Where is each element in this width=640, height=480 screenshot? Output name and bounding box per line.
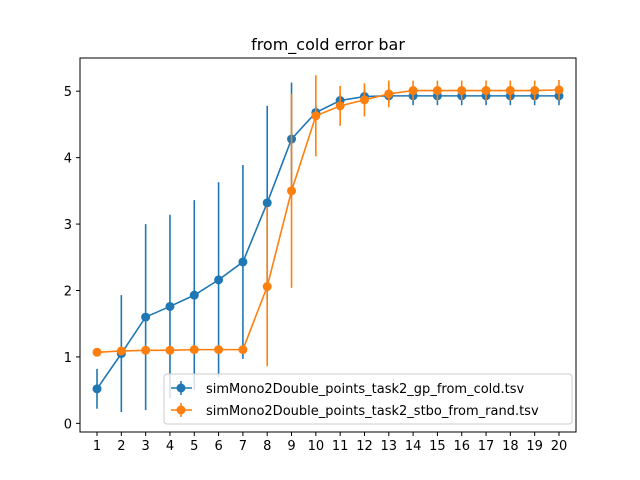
x-tick-label: 2: [117, 439, 125, 454]
x-tick-label: 10: [308, 439, 325, 454]
data-point: [189, 290, 199, 300]
y-tick-label: 2: [64, 285, 72, 300]
x-tick-label: 5: [190, 439, 198, 454]
data-point: [481, 86, 491, 96]
legend-box: [163, 373, 573, 425]
data-point: [141, 312, 151, 322]
data-point: [214, 345, 224, 355]
x-tick-label: 16: [453, 439, 470, 454]
x-tick-label: 7: [239, 439, 247, 454]
x-tick-label: 3: [142, 439, 150, 454]
data-point: [189, 345, 199, 355]
data-point: [287, 186, 297, 196]
data-point: [92, 384, 102, 394]
data-point: [116, 346, 126, 356]
data-point: [311, 111, 321, 121]
data-point: [505, 86, 515, 96]
x-tick-label: 20: [551, 439, 568, 454]
data-point: [262, 198, 272, 208]
y-tick-label: 5: [64, 85, 72, 100]
x-tick-label: 4: [166, 439, 174, 454]
y-tick-label: 1: [64, 351, 72, 366]
series-1: [92, 82, 564, 413]
data-point: [262, 282, 272, 292]
x-tick-label: 15: [429, 439, 446, 454]
data-point: [359, 95, 369, 105]
x-tick-label: 13: [381, 439, 398, 454]
data-point: [408, 86, 418, 96]
data-point: [554, 85, 564, 95]
series-2: [92, 75, 564, 367]
data-point: [432, 86, 442, 96]
y-tick-label: 0: [64, 417, 72, 432]
x-tick-label: 8: [263, 439, 271, 454]
x-tick-label: 12: [356, 439, 373, 454]
data-point: [238, 345, 248, 355]
x-tick-label: 18: [502, 439, 519, 454]
x-tick-label: 1: [93, 439, 101, 454]
data-point: [335, 101, 345, 111]
chart-title: from_cold error bar: [251, 35, 405, 55]
y-tick-label: 4: [64, 152, 72, 167]
x-tick-label: 19: [526, 439, 543, 454]
legend-marker: [176, 405, 186, 415]
data-point: [141, 345, 151, 355]
legend-label: simMono2Double_points_task2_stbo_from_ra…: [206, 404, 539, 419]
data-point: [238, 257, 248, 267]
data-point: [384, 89, 394, 99]
axes-frame: [79, 57, 577, 433]
y-tick-label: 3: [64, 218, 72, 233]
data-point: [530, 86, 540, 96]
data-point: [457, 86, 467, 96]
legend-label: simMono2Double_points_task2_gp_from_cold…: [206, 382, 525, 397]
data-point: [214, 275, 224, 285]
x-tick-label: 17: [478, 439, 495, 454]
data-point: [165, 345, 175, 355]
data-point: [165, 301, 175, 311]
legend: simMono2Double_points_task2_gp_from_cold…: [163, 373, 573, 425]
x-tick-label: 9: [287, 439, 295, 454]
x-tick-label: 6: [214, 439, 222, 454]
x-tick-label: 11: [332, 439, 349, 454]
data-point: [92, 347, 102, 357]
legend-marker: [176, 383, 186, 393]
x-tick-label: 14: [405, 439, 422, 454]
